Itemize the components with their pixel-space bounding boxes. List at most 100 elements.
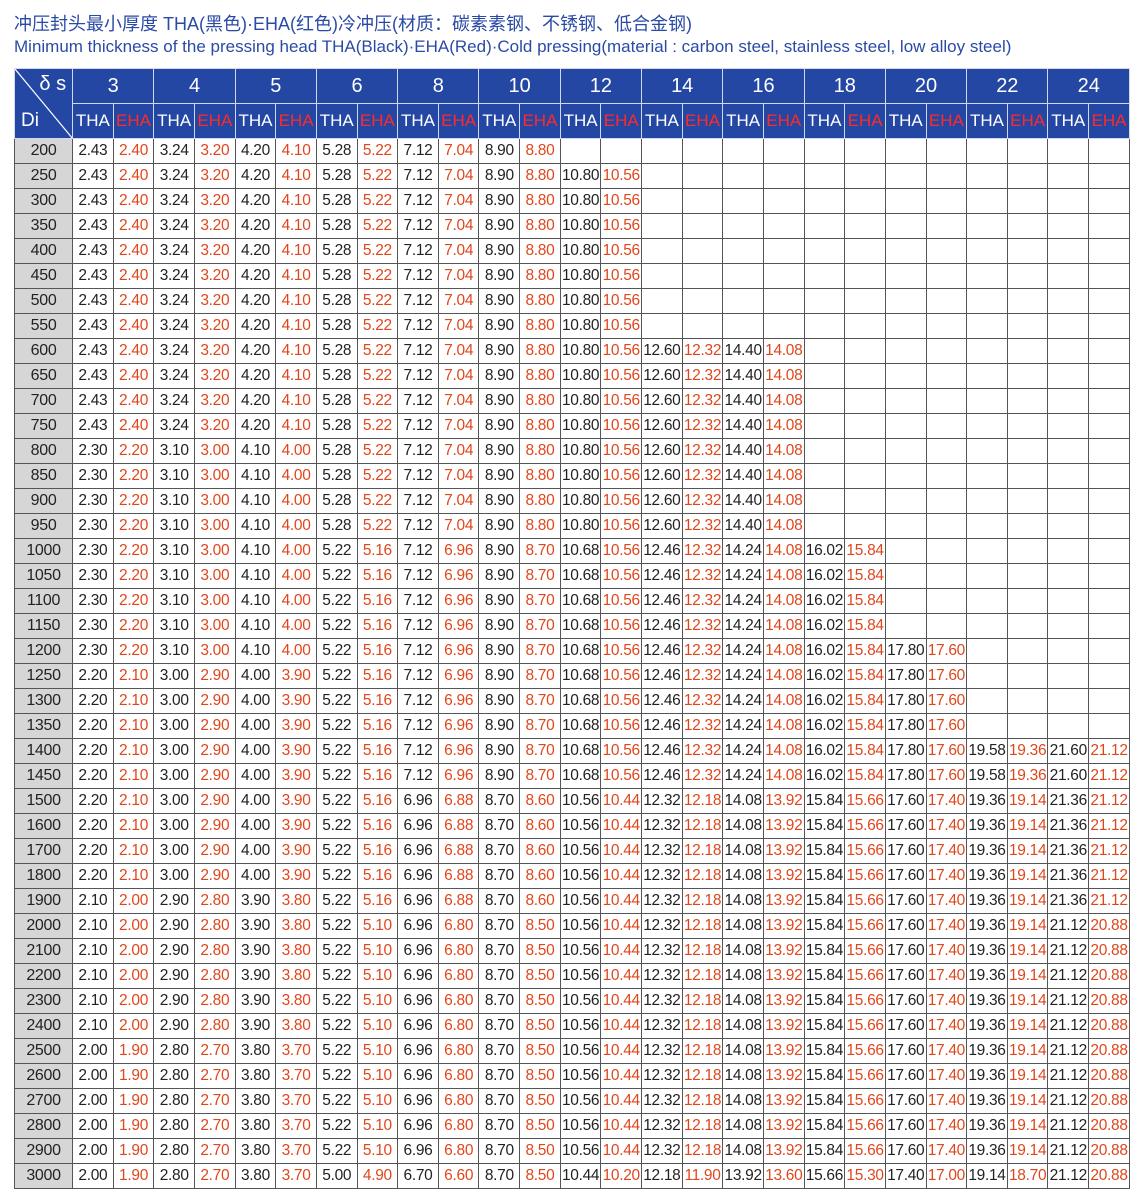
- tha-value-cell: 21.36: [1047, 813, 1090, 839]
- eha-value-cell: 13.92: [762, 1063, 805, 1089]
- tha-value-cell: 21.60: [1047, 763, 1090, 789]
- tha-value-cell: 4.00: [234, 713, 277, 739]
- tha-value-cell: 6.70: [397, 1163, 439, 1189]
- tha-subheader: THA: [72, 103, 114, 139]
- eha-value-cell: 2.20: [112, 463, 155, 489]
- eha-value-cell: [1006, 713, 1049, 739]
- eha-value-cell: 14.08: [762, 638, 805, 664]
- tha-value-cell: [884, 538, 927, 564]
- tha-value-cell: 8.70: [478, 888, 521, 914]
- eha-value-cell: [1088, 513, 1130, 539]
- tha-value-cell: 8.90: [478, 163, 521, 189]
- eha-value-cell: 5.16: [356, 838, 399, 864]
- eha-value-cell: [1088, 463, 1130, 489]
- eha-value-cell: 8.80: [519, 513, 561, 539]
- tha-value-cell: [884, 438, 927, 464]
- tha-value-cell: 10.80: [559, 313, 602, 339]
- diameter-cell: 1450: [13, 763, 74, 789]
- table-row: 1450 2.20 2.10 3.00 2.90 4.00 3.90 5.22 5.16 7.12…: [13, 763, 1130, 789]
- eha-value-cell: 12.32: [681, 438, 724, 464]
- tha-value-cell: [1047, 338, 1090, 364]
- eha-value-cell: 5.22: [356, 238, 399, 264]
- table-row: 2200 2.10 2.00 2.90 2.80 3.90 3.80 5.22 5.10 6.96…: [13, 963, 1130, 989]
- tha-subheader: THA: [1047, 103, 1090, 139]
- table-row: 1500 2.20 2.10 3.00 2.90 4.00 3.90 5.22 5.16 6.96…: [13, 788, 1130, 814]
- tha-value-cell: 4.10: [234, 538, 277, 564]
- eha-value-cell: [762, 163, 805, 189]
- thickness-header: 5: [234, 68, 317, 104]
- eha-value-cell: 8.80: [519, 488, 561, 514]
- eha-value-cell: 17.40: [925, 813, 968, 839]
- eha-value-cell: 8.70: [519, 638, 561, 664]
- tha-value-cell: 12.46: [641, 563, 683, 589]
- tha-value-cell: 21.12: [1047, 1163, 1090, 1189]
- eha-value-cell: 13.92: [762, 1013, 805, 1039]
- tha-value-cell: 4.20: [234, 338, 277, 364]
- eha-value-cell: 8.80: [519, 138, 561, 164]
- tha-value-cell: 7.12: [397, 488, 439, 514]
- tha-value-cell: 19.58: [966, 738, 1008, 764]
- eha-value-cell: 3.00: [194, 613, 236, 639]
- tha-value-cell: [641, 188, 683, 214]
- tha-value-cell: 7.12: [397, 188, 439, 214]
- tha-value-cell: 6.96: [397, 1063, 439, 1089]
- tha-value-cell: 3.24: [153, 163, 195, 189]
- tha-value-cell: [884, 413, 927, 439]
- eha-value-cell: 12.18: [681, 838, 724, 864]
- tha-value-cell: 3.10: [153, 613, 195, 639]
- eha-value-cell: 2.10: [112, 813, 155, 839]
- eha-value-cell: 12.32: [681, 513, 724, 539]
- tha-value-cell: 7.12: [397, 713, 439, 739]
- tha-value-cell: [722, 163, 764, 189]
- tha-value-cell: [722, 213, 764, 239]
- tha-value-cell: 12.46: [641, 538, 683, 564]
- tha-value-cell: 14.24: [722, 713, 764, 739]
- eha-value-cell: 8.80: [519, 338, 561, 364]
- eha-value-cell: 6.88: [437, 788, 480, 814]
- eha-value-cell: 8.80: [519, 263, 561, 289]
- tha-value-cell: 8.90: [478, 463, 521, 489]
- eha-value-cell: 15.84: [844, 563, 886, 589]
- eha-value-cell: [1088, 238, 1130, 264]
- eha-value-cell: 7.04: [437, 513, 480, 539]
- tha-value-cell: 10.68: [559, 688, 602, 714]
- tha-value-cell: 5.28: [315, 263, 358, 289]
- tha-value-cell: 8.90: [478, 288, 521, 314]
- eha-value-cell: 4.10: [275, 413, 317, 439]
- tha-value-cell: 17.60: [884, 1013, 927, 1039]
- tha-value-cell: 8.90: [478, 388, 521, 414]
- eha-value-cell: 8.70: [519, 688, 561, 714]
- tha-value-cell: 4.10: [234, 613, 277, 639]
- eha-subheader: EHA: [194, 103, 236, 139]
- eha-value-cell: [925, 338, 968, 364]
- eha-value-cell: 10.56: [600, 613, 643, 639]
- tha-value-cell: 5.22: [315, 1088, 358, 1114]
- tha-value-cell: 3.00: [153, 663, 195, 689]
- tha-value-cell: [884, 463, 927, 489]
- thickness-header: 18: [803, 68, 886, 104]
- tha-value-cell: 14.08: [722, 1013, 764, 1039]
- eha-subheader: EHA: [681, 103, 724, 139]
- eha-value-cell: 2.80: [194, 888, 236, 914]
- tha-value-cell: 12.32: [641, 963, 683, 989]
- tha-value-cell: 2.30: [72, 538, 114, 564]
- tha-value-cell: 3.00: [153, 738, 195, 764]
- diameter-cell: 2900: [13, 1138, 74, 1164]
- tha-value-cell: 4.00: [234, 813, 277, 839]
- tha-value-cell: 10.80: [559, 413, 602, 439]
- tha-value-cell: 6.96: [397, 988, 439, 1014]
- tha-value-cell: 12.60: [641, 338, 683, 364]
- eha-value-cell: [681, 213, 724, 239]
- eha-value-cell: 3.70: [275, 1138, 317, 1164]
- tha-value-cell: 2.90: [153, 938, 195, 964]
- eha-value-cell: [1088, 488, 1130, 514]
- tha-value-cell: 17.60: [884, 813, 927, 839]
- table-row: 2300 2.10 2.00 2.90 2.80 3.90 3.80 5.22 5.10 6.96…: [13, 988, 1130, 1014]
- eha-value-cell: 6.80: [437, 1013, 480, 1039]
- tha-value-cell: 5.28: [315, 138, 358, 164]
- tha-value-cell: 14.24: [722, 688, 764, 714]
- tha-value-cell: 6.96: [397, 888, 439, 914]
- tha-value-cell: 10.80: [559, 388, 602, 414]
- tha-value-cell: [1047, 163, 1090, 189]
- tha-subheader: THA: [884, 103, 927, 139]
